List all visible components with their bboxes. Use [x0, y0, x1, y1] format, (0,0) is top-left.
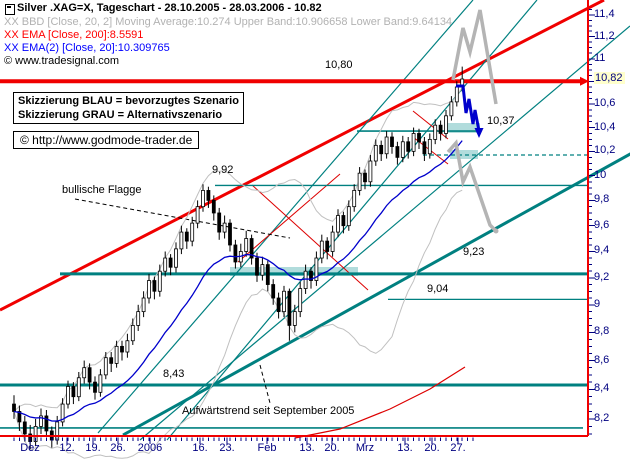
- y-axis-label: 9,2: [594, 270, 610, 283]
- y-axis-label: 9,6: [594, 218, 610, 231]
- x-axis-label: 20.: [324, 442, 340, 454]
- level-label-8-43: 8,43: [163, 368, 185, 380]
- level-label-10-37: 10,37: [487, 115, 515, 127]
- godmode-source-box: © http://www.godmode-trader.de: [13, 131, 200, 149]
- x-axis-label: Feb: [257, 442, 277, 454]
- tradesignal-copyright: © www.tradesignal.com: [4, 55, 120, 67]
- y-axis-label: 8,4: [594, 382, 610, 395]
- pin-icon: [5, 4, 15, 15]
- x-axis-label: 13.: [397, 442, 413, 454]
- x-axis-label: 27.: [450, 442, 466, 454]
- level-label-10-80: 10,80: [325, 59, 353, 71]
- legend-ema200: XX EMA [Close, 200]:8.5591: [4, 29, 144, 41]
- level-label-9-04: 9,04: [427, 283, 449, 295]
- y-axis-label: 9: [594, 297, 601, 310]
- x-axis-label: 16.: [192, 442, 208, 454]
- y-axis-label: 8,6: [594, 353, 610, 366]
- level-label-9-23: 9,23: [463, 246, 485, 258]
- flag-label: bullische Flagge: [62, 184, 142, 196]
- x-axis-label: 26.: [110, 442, 126, 454]
- scenario-legend-box: Skizzierung BLAU = bevorzugtes Szenario …: [13, 92, 244, 124]
- y-axis-label: 11: [594, 51, 606, 64]
- x-axis-label: Mrz: [355, 442, 375, 454]
- y-axis-label: 9,4: [594, 244, 610, 257]
- legend-ema20: XX EMA(2) [Close, 20]:10.309765: [4, 42, 170, 54]
- y-axis-label: 10,2: [594, 144, 616, 157]
- y-axis-label: 10: [594, 168, 607, 181]
- chart-title: Silver .XAG=X, Tageschart - 28.10.2005 -…: [17, 2, 322, 14]
- y-axis-label: 8,8: [594, 325, 610, 338]
- scenario-blue-note: Skizzierung BLAU = bevorzugtes Szenario: [18, 95, 239, 107]
- level-label-9-92: 9,92: [212, 164, 234, 176]
- x-axis-label: 12.: [59, 442, 75, 454]
- x-axis-label: 19.: [85, 442, 101, 454]
- y-axis-label: 10,82: [594, 72, 625, 84]
- y-axis-label: 11,4: [594, 7, 615, 20]
- x-axis-label: 13.: [299, 442, 315, 454]
- x-axis-label: 23.: [219, 442, 235, 454]
- y-axis-label: 9,8: [594, 193, 610, 206]
- y-axis-label: 10,6: [594, 97, 616, 110]
- x-axis-label: 20.: [424, 442, 440, 454]
- y-axis-label: 8,2: [594, 411, 610, 424]
- y-axis-label: 11,2: [594, 29, 615, 42]
- scenario-gray-note: Skizzierung GRAU = Alternativszenario: [18, 109, 223, 121]
- legend-bollinger: XX BBD [Close, 20, 2] Moving Average:10.…: [4, 16, 453, 28]
- y-axis-label: 10,4: [594, 120, 616, 133]
- x-axis-label: 2006: [137, 442, 163, 454]
- uptrend-label: Aufwärtstrend seit September 2005: [182, 405, 355, 417]
- x-axis-label: Dez: [20, 442, 40, 454]
